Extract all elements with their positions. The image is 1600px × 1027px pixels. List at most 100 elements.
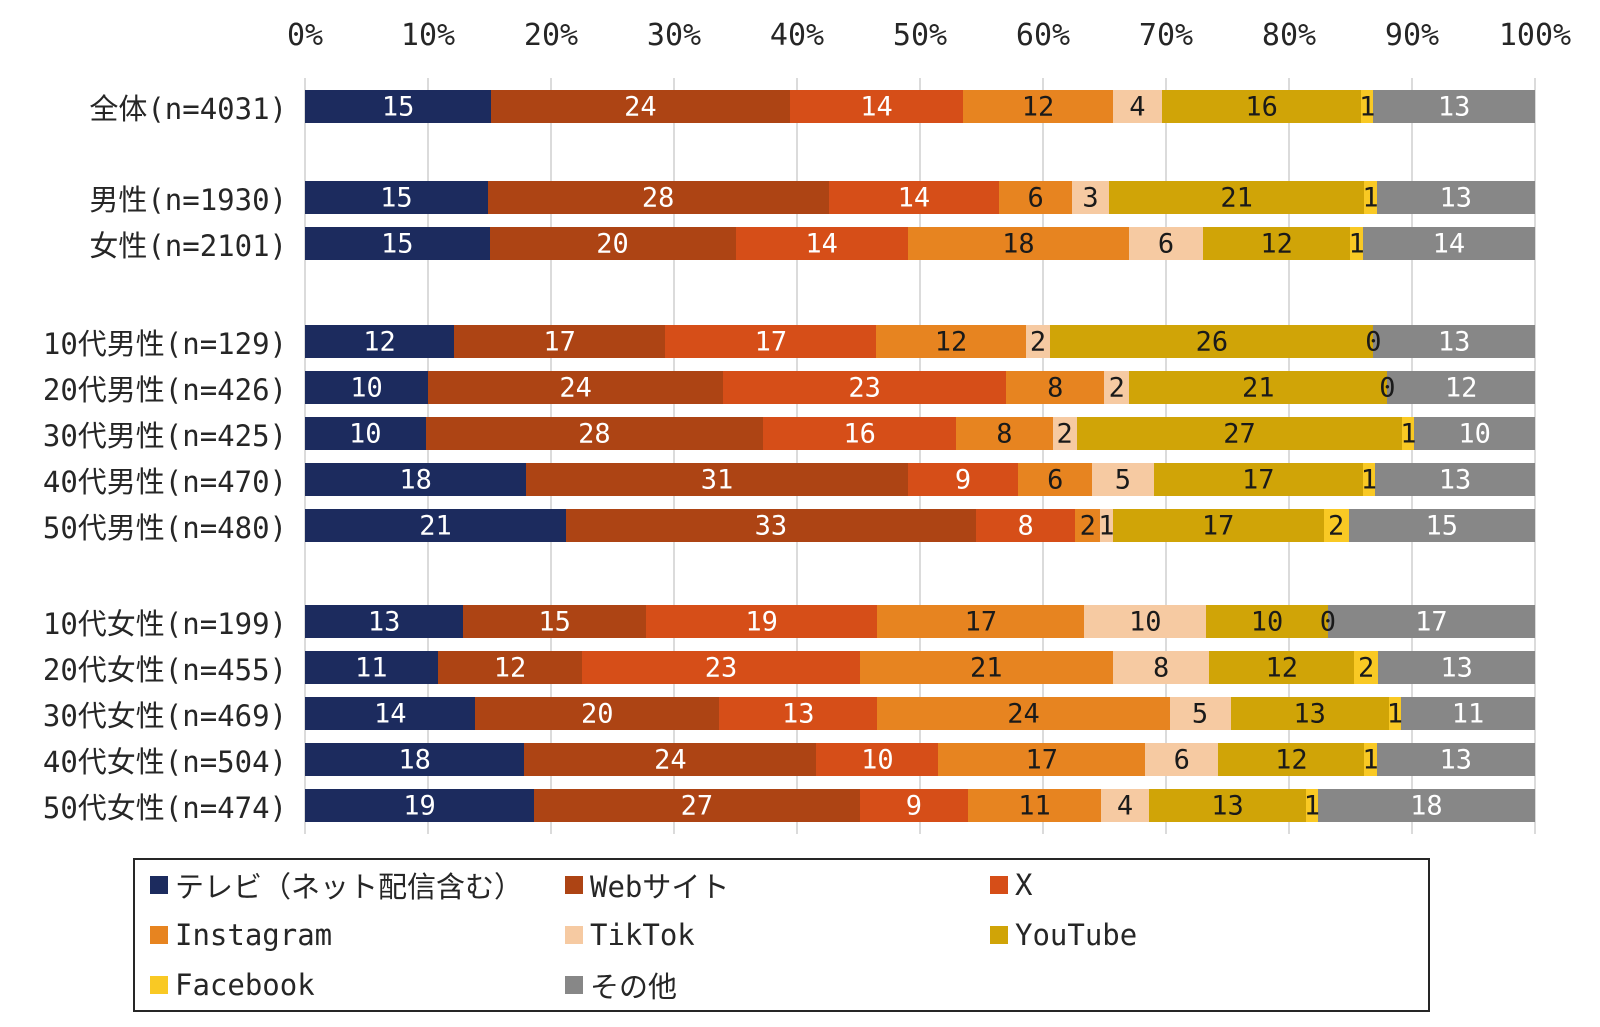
segment-value: 21: [419, 510, 452, 541]
segment-value: 19: [403, 790, 436, 821]
bar-segment: 12: [1387, 371, 1535, 404]
row-label: 50代男性(n=480): [42, 510, 287, 545]
segment-value: 10: [1129, 606, 1162, 637]
axis-tick: 90%: [1384, 18, 1440, 53]
axis-tick: 80%: [1261, 18, 1317, 53]
bar-segment: 24: [428, 371, 724, 404]
bar-segment: 17: [454, 325, 666, 358]
segment-value: 27: [1223, 418, 1256, 449]
segment-value: 12: [934, 326, 968, 357]
legend-swatch: [565, 876, 583, 894]
bar-segment: 12: [1202, 227, 1351, 260]
segment-value: 18: [398, 744, 431, 775]
segment-value: 2: [1108, 372, 1125, 403]
segment-value: 12: [363, 326, 396, 357]
chart-row: 10代男性(n=129) 12 17 17 12 2 26 0 13: [0, 325, 1600, 361]
segment-value: 28: [578, 418, 611, 449]
segment-value: 6: [1173, 744, 1190, 775]
segment-value: 9: [905, 790, 923, 821]
legend-item: テレビ（ネット配信含む）: [150, 864, 565, 906]
bar-segment: 19: [305, 789, 535, 822]
segment-value: 0: [1319, 606, 1337, 637]
bar-segment: 18: [305, 463, 527, 496]
gridline: [919, 78, 921, 834]
segment-value: 15: [381, 91, 415, 122]
segment-value: 14: [373, 698, 407, 729]
axis-tick: 50%: [892, 18, 948, 53]
bar-segment: 19: [645, 605, 878, 638]
segment-value: 1: [1362, 744, 1379, 775]
bar-segment: 13: [1373, 90, 1535, 123]
bar-segment: 1: [1387, 697, 1403, 730]
bar-segment: 21: [859, 651, 1113, 684]
segment-value: 17: [964, 606, 998, 637]
bar-segment: 8: [1112, 651, 1210, 684]
bar-segment: 17: [665, 325, 877, 358]
segment-value: 8: [1153, 652, 1170, 683]
segment-value: 17: [754, 326, 788, 357]
bar-segment: 13: [305, 605, 464, 638]
bar-segment: 11: [968, 789, 1101, 822]
bar-segment: 3: [1072, 181, 1109, 214]
legend-item: Webサイト: [565, 864, 990, 906]
bar-segment: 5: [1092, 463, 1154, 496]
segment-value: 0: [1365, 326, 1382, 357]
segment-value: 16: [1245, 91, 1278, 122]
segment-value: 24: [624, 91, 657, 122]
bar-segment: 13: [1373, 325, 1535, 358]
segment-value: 2: [1056, 418, 1073, 449]
bar-segment: 10: [1414, 417, 1535, 450]
segment-value: 10: [350, 372, 383, 403]
segment-value: 12: [1265, 652, 1298, 683]
bar-segment: 15: [305, 90, 492, 123]
bar-segment: 13: [1378, 651, 1535, 684]
bar-segment: 2: [1025, 325, 1051, 358]
bar-segment: 12: [1209, 651, 1355, 684]
stacked-bar: 18 24 10 17 6 12 1 13: [305, 743, 1535, 776]
segment-value: 23: [848, 372, 881, 403]
bar-segment: 17: [877, 605, 1085, 638]
gridline: [304, 78, 306, 834]
segment-value: 18: [1410, 790, 1443, 821]
bar-segment: 33: [565, 509, 976, 542]
segment-value: 9: [954, 464, 972, 495]
segment-value: 13: [1439, 182, 1473, 213]
segment-value: 13: [1437, 326, 1471, 357]
bar-segment: 2: [1323, 509, 1349, 542]
segment-value: 0: [1379, 372, 1396, 403]
bar-segment: 13: [1149, 789, 1306, 822]
segment-value: 8: [1017, 510, 1034, 541]
gridline: [550, 78, 552, 834]
segment-value: 12: [1260, 228, 1293, 259]
bar-segment: 2: [1354, 651, 1379, 684]
segment-value: 16: [843, 418, 876, 449]
legend-item: X: [990, 868, 1428, 902]
legend-item: その他: [565, 964, 990, 1006]
bar-segment: 15: [1348, 509, 1535, 542]
bar-segment: 14: [735, 227, 908, 260]
bar-segment: 18: [305, 743, 525, 776]
bar-segment: 14: [789, 90, 964, 123]
legend-item: Facebook: [150, 968, 565, 1002]
segment-value: 2: [1079, 510, 1096, 541]
bar-segment: 1: [1098, 509, 1114, 542]
bar-segment: 15: [305, 181, 488, 214]
bar-segment: 16: [1162, 90, 1362, 123]
row-label: 女性(n=2101): [89, 228, 287, 263]
segment-value: 17: [1415, 606, 1448, 637]
row-label: 20代男性(n=426): [42, 372, 287, 407]
bar-segment: 1: [1362, 743, 1379, 776]
bar-segment: 10: [1084, 605, 1207, 638]
legend-item: Instagram: [150, 918, 565, 952]
stacked-bar: 21 33 8 2 1 17 2 15: [305, 509, 1535, 542]
bar-segment: 6: [999, 181, 1073, 214]
segment-value: 27: [680, 790, 714, 821]
segment-value: 6: [1047, 464, 1064, 495]
bar-segment: 12: [876, 325, 1026, 358]
bar-segment: 20: [489, 227, 736, 260]
row-label: 40代女性(n=504): [42, 744, 287, 779]
bar-segment: 6: [1129, 227, 1203, 260]
bar-segment: 1: [1362, 181, 1379, 214]
legend-label: その他: [590, 970, 678, 1004]
segment-value: 1: [1400, 418, 1417, 449]
